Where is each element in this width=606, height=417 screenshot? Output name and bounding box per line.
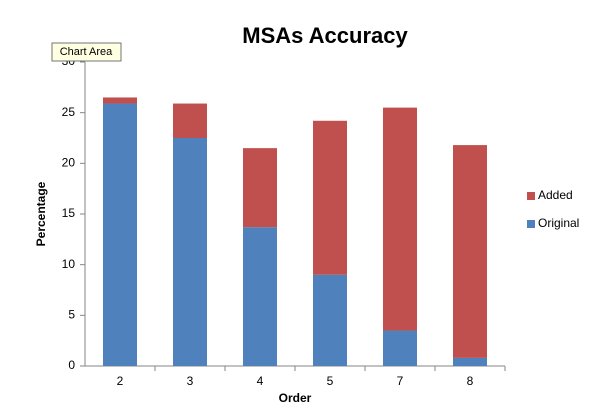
bar-segment: [383, 330, 417, 366]
x-tick-label: 7: [397, 374, 404, 388]
bar-segment: [243, 227, 277, 366]
x-axis-title: Order: [279, 391, 312, 405]
y-tick-label: 10: [62, 257, 76, 271]
bar-segment: [173, 138, 207, 366]
bar-segment: [453, 145, 487, 358]
y-tick-label: 25: [62, 105, 76, 119]
y-axis-title: Percentage: [34, 181, 48, 246]
y-tick-label: 0: [68, 358, 75, 372]
legend-swatch: [527, 192, 535, 200]
x-tick-label: 5: [327, 374, 334, 388]
tooltip-box: [51, 42, 122, 62]
y-tick-label: 20: [62, 156, 76, 170]
x-tick-label: 3: [187, 374, 194, 388]
bar-segment: [173, 103, 207, 138]
bar-segment: [453, 357, 487, 366]
x-tick-label: 8: [467, 374, 474, 388]
x-tick-label: 4: [257, 374, 264, 388]
tooltip: Chart Area: [51, 42, 122, 62]
bar-segment: [243, 148, 277, 228]
bar-segment: [313, 274, 347, 366]
bar-segment: [103, 97, 137, 104]
y-tick-label: 15: [62, 206, 76, 220]
bar-segment: [383, 107, 417, 331]
bar-segment: [103, 103, 137, 367]
y-tick-label: 5: [68, 308, 75, 322]
legend-swatch: [527, 220, 535, 228]
legend-label: Added: [538, 188, 573, 202]
chart-title: MSAs Accuracy: [242, 23, 408, 48]
tooltip-text: Chart Area: [60, 46, 113, 58]
legend-label: Original: [538, 216, 579, 230]
bar-segment: [313, 120, 347, 275]
x-tick-label: 2: [117, 374, 124, 388]
